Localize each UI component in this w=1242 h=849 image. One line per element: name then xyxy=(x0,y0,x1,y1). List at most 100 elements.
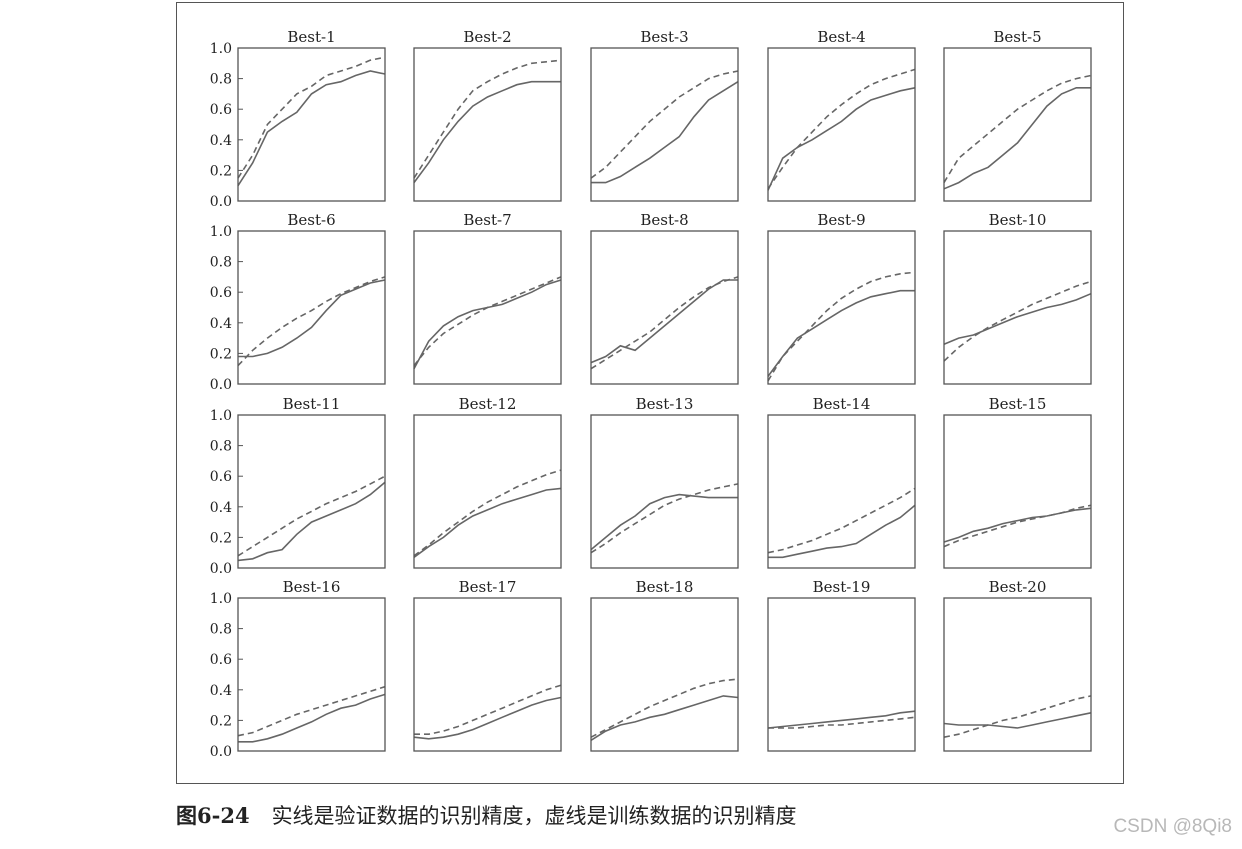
panel-frame xyxy=(590,597,739,752)
chart-title: Best-15 xyxy=(989,395,1047,413)
validation-line xyxy=(943,712,1092,729)
validation-line xyxy=(768,504,916,559)
validation-line xyxy=(413,696,562,740)
y-tick-label: 0.6 xyxy=(210,469,232,485)
chart-title: Best-16 xyxy=(283,578,341,596)
train-line xyxy=(943,74,1092,184)
chart-title: Best-14 xyxy=(813,395,871,413)
chart-title: Best-19 xyxy=(813,578,871,596)
chart-panel-14: Best-14 xyxy=(767,395,916,569)
validation-line xyxy=(413,80,561,184)
chart-panel-3: Best-3 xyxy=(590,28,739,202)
y-tick-label: 0.4 xyxy=(210,500,232,516)
panel-frame xyxy=(767,230,916,385)
chart-panel-15: Best-15 xyxy=(943,395,1092,569)
chart-title: Best-17 xyxy=(459,578,517,596)
chart-panel-6: Best-6 0.0 0.2 0.4 0.6 0.8 1.0 xyxy=(210,211,386,393)
train-line xyxy=(767,68,916,190)
y-tick-label: 0.6 xyxy=(210,102,232,118)
chart-panel-4: Best-4 xyxy=(767,28,916,202)
chart-title: Best-6 xyxy=(287,211,335,229)
panel-frame xyxy=(767,414,916,569)
panel-frame xyxy=(413,230,562,385)
train-line xyxy=(590,678,739,738)
train-line xyxy=(237,685,386,737)
chart-panel-18: Best-18 xyxy=(590,578,739,752)
train-line xyxy=(237,56,386,179)
panel-frame xyxy=(413,597,562,752)
panel-frame xyxy=(943,597,1092,752)
caption-number: 图6-24 xyxy=(176,803,250,828)
chart-title: Best-2 xyxy=(463,28,511,46)
y-tick-label: 0.8 xyxy=(210,72,232,88)
panel-frame xyxy=(237,47,386,202)
panel-frame xyxy=(767,597,916,752)
train-line xyxy=(237,475,386,557)
chart-panel-9: Best-9 xyxy=(767,211,916,385)
train-line xyxy=(413,469,562,557)
chart-title: Best-18 xyxy=(636,578,694,596)
chart-title: Best-11 xyxy=(283,395,341,413)
chart-panel-10: Best-10 xyxy=(943,211,1092,385)
chart-panel-17: Best-17 xyxy=(413,578,562,752)
y-tick-label: 0.0 xyxy=(210,561,232,577)
train-line xyxy=(237,276,386,367)
y-tick-label: 0.2 xyxy=(210,346,232,362)
chart-panel-11: Best-11 0.0 0.2 0.4 0.6 0.8 1.0 xyxy=(210,395,386,577)
chart-panel-16: Best-16 0.0 0.2 0.4 0.6 0.8 1.0 xyxy=(210,578,386,760)
chart-panel-13: Best-13 xyxy=(590,395,739,569)
train-line xyxy=(590,276,739,370)
chart-title: Best-9 xyxy=(817,211,865,229)
validation-line xyxy=(590,493,738,551)
chart-title: Best-10 xyxy=(989,211,1047,229)
y-tick-label: 1.0 xyxy=(210,41,232,57)
validation-line xyxy=(943,87,1091,190)
validation-line xyxy=(413,487,562,558)
chart-title: Best-20 xyxy=(989,578,1047,596)
validation-line xyxy=(591,81,739,184)
train-line xyxy=(768,716,916,729)
train-line xyxy=(943,280,1092,362)
chart-title: Best-3 xyxy=(640,28,688,46)
y-tick-label: 0.8 xyxy=(210,439,232,455)
panel-frame xyxy=(943,230,1092,385)
chart-panel-5: Best-5 xyxy=(943,28,1092,202)
panel-frame xyxy=(590,230,739,385)
chart-title: Best-13 xyxy=(636,395,694,413)
y-tick-label: 0.6 xyxy=(210,285,232,301)
chart-title: Best-4 xyxy=(817,28,865,46)
panel-frame xyxy=(767,47,916,202)
panel-frame xyxy=(943,47,1092,202)
validation-line xyxy=(590,279,738,364)
train-line xyxy=(767,271,916,382)
train-line xyxy=(767,487,916,554)
validation-line xyxy=(767,710,916,729)
chart-panel-8: Best-8 xyxy=(590,211,739,385)
validation-line xyxy=(590,695,739,741)
panel-frame xyxy=(590,414,739,569)
train-line xyxy=(590,483,739,554)
caption-text: 实线是验证数据的识别精度，虚线是训练数据的识别精度 xyxy=(271,804,797,828)
validation-line xyxy=(237,70,386,187)
panel-frame xyxy=(590,47,739,202)
y-tick-label: 1.0 xyxy=(210,408,232,424)
y-tick-label: 0.0 xyxy=(210,744,232,760)
validation-line xyxy=(767,87,916,191)
train-line xyxy=(413,59,562,179)
panel-frame xyxy=(413,47,562,202)
train-line xyxy=(414,684,562,736)
chart-title: Best-1 xyxy=(287,28,335,46)
chart-panel-2: Best-2 xyxy=(413,28,562,202)
panel-frame xyxy=(413,414,562,569)
y-tick-label: 1.0 xyxy=(210,591,232,607)
y-tick-label: 1.0 xyxy=(210,224,232,240)
panel-frame xyxy=(237,414,386,569)
y-tick-label: 0.2 xyxy=(210,163,232,179)
chart-panel-7: Best-7 xyxy=(413,211,562,385)
y-tick-label: 0.8 xyxy=(210,622,232,638)
train-line xyxy=(413,276,562,367)
chart-title: Best-12 xyxy=(459,395,517,413)
chart-title: Best-8 xyxy=(640,211,688,229)
chart-panel-12: Best-12 xyxy=(413,395,562,569)
y-tick-label: 0.4 xyxy=(210,683,232,699)
